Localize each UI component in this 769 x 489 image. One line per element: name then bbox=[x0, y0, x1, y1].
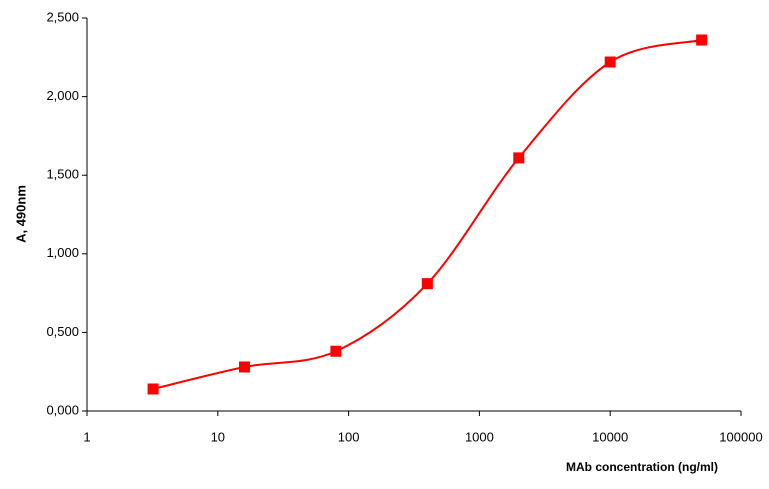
y-tick-label: 2,500 bbox=[46, 9, 79, 24]
series-line bbox=[152, 39, 702, 390]
marker bbox=[238, 361, 250, 373]
y-tick-label: 2,000 bbox=[46, 88, 79, 103]
marker bbox=[330, 345, 342, 357]
marker bbox=[513, 152, 525, 164]
x-tick-label: 1000 bbox=[465, 429, 494, 444]
x-tick-label: 100000 bbox=[719, 429, 762, 444]
x-tick-label: 1 bbox=[83, 429, 90, 444]
marker bbox=[696, 34, 708, 46]
y-tick-label: 1,000 bbox=[46, 245, 79, 260]
x-tick-label: 100 bbox=[338, 429, 360, 444]
marker bbox=[604, 56, 616, 68]
y-tick-label: 0,500 bbox=[46, 324, 79, 339]
y-tick-label: 1,500 bbox=[46, 167, 79, 182]
x-tick-label: 10000 bbox=[592, 429, 628, 444]
x-axis-title: MAb concentration (ng/ml) bbox=[566, 460, 718, 474]
marker bbox=[421, 278, 433, 290]
x-tick-label: 10 bbox=[211, 429, 225, 444]
y-axis-title: A, 490nm bbox=[13, 185, 28, 243]
marker bbox=[147, 383, 159, 395]
y-tick-label: 0,000 bbox=[46, 402, 79, 417]
